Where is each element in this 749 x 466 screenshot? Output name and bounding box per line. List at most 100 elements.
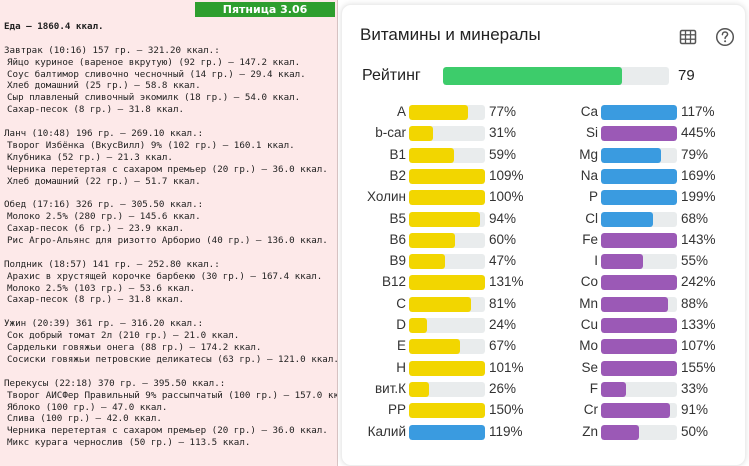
nutrient-bar	[409, 190, 485, 206]
nutrient-bar	[409, 232, 485, 248]
spacer	[4, 116, 337, 128]
nutrient-bar	[601, 232, 677, 248]
nutrient-bar	[409, 381, 485, 397]
nutrient-bar-fill	[601, 211, 653, 227]
nutrient-row: B12 131%	[342, 272, 542, 292]
nutrient-bar-fill	[409, 190, 485, 206]
help-icon[interactable]	[715, 27, 735, 47]
nutrient-bar-fill	[601, 360, 677, 376]
nutrient-bar-fill	[409, 318, 428, 333]
nutrient-name: Co	[580, 274, 598, 290]
nutrient-row: C 81%	[342, 294, 542, 314]
nutrient-name: PP	[387, 402, 406, 418]
nutrient-percent: 119%	[489, 423, 523, 439]
nutrient-row: Ca 117%	[534, 102, 734, 122]
nutrient-name: A	[396, 104, 406, 119]
food-item: Слива (100 гр.) — 42.0 ккал.	[7, 413, 162, 425]
nutrient-row: B9 47%	[342, 251, 542, 271]
nutrient-percent: 143%	[681, 231, 716, 247]
nutrient-name: b-car	[375, 125, 406, 141]
nutrient-bar	[601, 147, 677, 163]
rating-label: Рейтинг	[362, 67, 421, 84]
nutrient-bar	[409, 403, 485, 419]
meal-title: Перекусы (22:18) 370 гр. — 395.50 ккал.:	[4, 377, 226, 389]
nutrient-name: Zn	[582, 423, 598, 439]
nutrient-bar-fill	[409, 275, 485, 291]
vitamins-card: Витамины и минералы Рейтинг 79 A 77% b-car…	[341, 4, 746, 466]
nutrient-row: Cu 133%	[534, 315, 734, 335]
food-item: Сахар-песок (8 гр.) — 31.8 ккал.	[7, 294, 185, 306]
nutrient-name: Mo	[579, 338, 598, 354]
nutrient-bar-fill	[601, 254, 643, 270]
nutrient-percent: 109%	[489, 167, 524, 183]
nutrient-row: Fe 143%	[534, 230, 734, 250]
nutrient-bar	[409, 424, 485, 440]
nutrient-bar	[409, 318, 485, 333]
rating-value: 79	[678, 67, 695, 84]
nutrient-bar-fill	[409, 105, 468, 120]
food-item: Рис Агро-Альянс для ризотто Арборио (40 …	[7, 235, 328, 247]
nutrient-name: Cr	[583, 402, 598, 418]
nutrient-bar-fill	[409, 339, 460, 355]
table-icon[interactable]	[678, 27, 698, 47]
food-item: Сок добрый томат 2л (210 гр.) — 21.0 кка…	[7, 330, 240, 342]
food-item: Сыр плавленый сливочный экомилк (18 гр.)…	[7, 92, 301, 104]
nutrient-row: E 67%	[342, 336, 542, 356]
nutrient-row: b-car 31%	[342, 123, 542, 143]
nutrient-bar-fill	[601, 318, 677, 333]
nutrient-name: D	[396, 317, 406, 332]
nutrient-bar	[409, 360, 485, 376]
meal-title: Завтрак (10:16) 157 гр. — 321.20 ккал.:	[4, 44, 220, 56]
nutrient-row: B1 59%	[342, 145, 542, 165]
nutrient-name: Холин	[367, 189, 406, 205]
nutrient-percent: 242%	[681, 274, 716, 290]
nutrient-row: PP 150%	[342, 400, 542, 420]
nutrient-name: Mg	[579, 146, 598, 162]
food-item: Арахис в хрустящей корочке барбекю (30 г…	[7, 270, 323, 282]
nutrient-bar	[409, 147, 485, 163]
nutrient-percent: 101%	[489, 359, 524, 375]
nutrient-row: A 77%	[342, 102, 542, 122]
nutrient-percent: 67%	[489, 338, 517, 354]
nutrient-percent: 150%	[489, 402, 524, 418]
nutrient-bar-fill	[601, 403, 671, 419]
nutrient-row: H 101%	[342, 358, 542, 378]
food-item: Сахар-песок (8 гр.) — 31.8 ккал.	[7, 104, 185, 116]
nutrient-name: B9	[389, 253, 406, 269]
nutrient-bar	[601, 296, 677, 312]
nutrient-bar-fill	[601, 168, 677, 184]
nutrient-percent: 26%	[489, 380, 517, 396]
nutrient-percent: 68%	[681, 210, 709, 226]
day-total: Еда — 1860.4 ккал.	[4, 21, 104, 32]
nutrient-percent: 445%	[681, 125, 716, 141]
nutrient-row: Mn 88%	[534, 294, 734, 314]
spacer	[4, 187, 337, 199]
nutrient-name: I	[594, 253, 598, 269]
nutrient-row: Mg 79%	[534, 145, 734, 165]
nutrient-row: Mo 107%	[534, 336, 734, 356]
nutrient-percent: 100%	[489, 189, 524, 205]
nutrient-bar	[409, 339, 485, 355]
nutrient-row: P 199%	[534, 187, 734, 207]
food-item: Творог Избёнка (ВкусВилл) 9% (102 гр.) —…	[7, 139, 295, 151]
nutrient-bar-fill	[409, 296, 471, 312]
nutrient-name: вит.К	[374, 380, 406, 396]
nutrient-bar-fill	[409, 147, 454, 163]
nutrient-percent: 88%	[681, 295, 709, 311]
nutrient-percent: 55%	[681, 253, 709, 269]
nutrient-percent: 47%	[489, 253, 517, 269]
nutrient-row: Zn 50%	[534, 422, 734, 442]
nutrient-name: P	[588, 189, 598, 205]
nutrient-bar	[601, 105, 677, 120]
nutrient-row: Se 155%	[534, 358, 734, 378]
nutrient-row: Холин 100%	[342, 187, 542, 207]
nutrient-bar	[601, 339, 677, 355]
nutrient-name: Калий	[367, 423, 406, 439]
nutrient-bar	[601, 190, 677, 206]
nutrient-bar	[601, 211, 677, 227]
nutrient-bar	[601, 403, 677, 419]
nutrient-bar	[601, 424, 677, 440]
card-title: Витамины и минералы	[360, 25, 541, 44]
nutrient-row: вит.К 26%	[342, 379, 542, 399]
nutrient-percent: 81%	[489, 295, 517, 311]
